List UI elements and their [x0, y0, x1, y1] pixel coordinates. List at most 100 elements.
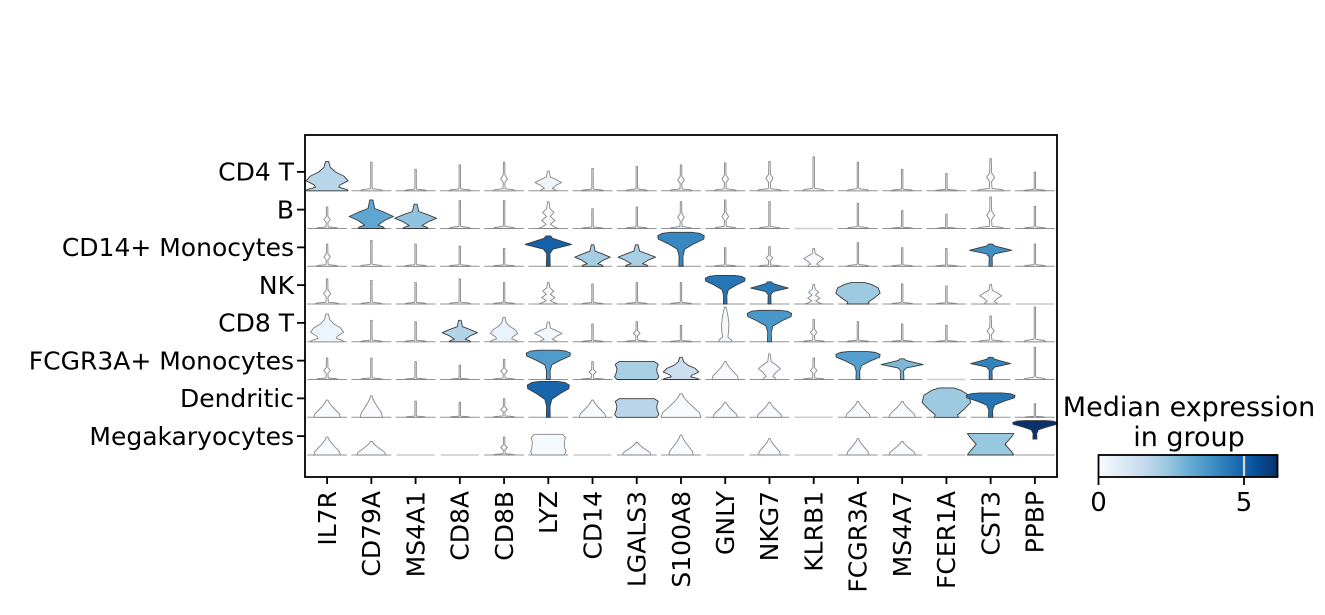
- violin: [835, 351, 881, 380]
- violin: [489, 316, 519, 343]
- violin: [315, 357, 339, 380]
- col-label: IL7R: [313, 491, 342, 546]
- violin: [310, 313, 345, 343]
- violin: [359, 279, 383, 305]
- violin: [660, 393, 702, 418]
- violin: [845, 401, 871, 418]
- violin: [534, 321, 563, 343]
- violin: [669, 201, 693, 229]
- violin: [846, 203, 870, 229]
- violin: [890, 168, 914, 192]
- violin: [625, 165, 649, 192]
- violin: [846, 438, 870, 456]
- violin: [581, 208, 605, 229]
- violin: [966, 433, 1015, 456]
- violin: [492, 436, 516, 456]
- violin: [448, 164, 472, 192]
- violin: [625, 206, 649, 229]
- violin: [492, 161, 516, 192]
- violin: [617, 244, 657, 267]
- violin: [1023, 346, 1047, 380]
- violin: [492, 200, 516, 229]
- violin: [965, 392, 1016, 418]
- row-label: CD4 T: [218, 158, 295, 187]
- violin: [579, 361, 606, 380]
- violin: [934, 324, 958, 343]
- violin: [936, 213, 957, 229]
- colorbar-gradient-bar: [1097, 454, 1279, 478]
- col-label: S100A8: [667, 491, 696, 588]
- violin: [803, 247, 825, 267]
- violin: [356, 440, 387, 456]
- violin: [921, 387, 972, 418]
- violin: [713, 247, 737, 267]
- col-label: CD8A: [446, 491, 475, 561]
- violin: [359, 395, 383, 418]
- row-label: NK: [259, 271, 295, 300]
- violin: [846, 161, 870, 192]
- violin: [581, 168, 605, 192]
- violin: [448, 200, 472, 229]
- violin-grid: [305, 156, 1058, 456]
- violin: [313, 399, 341, 418]
- col-label: MS4A7: [888, 491, 917, 577]
- violin: [846, 321, 870, 343]
- col-label: CST3: [976, 491, 1005, 556]
- violin: [537, 201, 559, 229]
- violin: [704, 274, 746, 305]
- violin: [405, 400, 426, 418]
- row-label: CD14+ Monocytes: [62, 233, 294, 262]
- col-label: NKG7: [755, 491, 784, 561]
- violin: [621, 442, 652, 456]
- violin: [492, 247, 516, 267]
- violin: [802, 156, 826, 192]
- violin: [449, 401, 471, 418]
- violin: [404, 243, 428, 267]
- violin: [802, 319, 826, 343]
- col-label: CD14: [578, 491, 607, 560]
- violin: [669, 324, 693, 343]
- violin: [934, 247, 958, 267]
- colorbar-title-line2: in group: [1133, 422, 1245, 453]
- col-label: CD8B: [490, 491, 519, 561]
- violin: [441, 319, 478, 343]
- violin: [315, 243, 339, 267]
- violin: [657, 231, 705, 267]
- violin: [979, 283, 1003, 305]
- row-label: B: [277, 195, 294, 224]
- violin: [934, 285, 958, 305]
- violin: [1023, 205, 1047, 229]
- violin: [625, 321, 649, 343]
- axis-ticks: [297, 170, 1036, 484]
- violin: [404, 168, 428, 192]
- violin: [804, 283, 824, 305]
- violin: [757, 246, 781, 267]
- violin: [718, 306, 733, 343]
- violin: [802, 357, 826, 380]
- violin: [359, 357, 383, 380]
- violin: [525, 349, 571, 380]
- violin: [846, 242, 870, 267]
- violin: [757, 438, 781, 456]
- violin: [449, 364, 471, 380]
- violin: [746, 309, 793, 343]
- violin: [574, 244, 611, 267]
- col-label: FCER1A: [932, 491, 961, 589]
- col-label: KLRB1: [799, 491, 828, 572]
- violin: [581, 323, 605, 343]
- col-label: MS4A1: [401, 491, 430, 577]
- violin: [835, 282, 881, 305]
- violin: [668, 434, 694, 456]
- violin: [888, 440, 916, 456]
- violin: [404, 282, 428, 305]
- violin: [404, 361, 428, 380]
- col-label: LYZ: [534, 491, 563, 534]
- violin: [394, 203, 438, 229]
- violin: [711, 361, 739, 380]
- violin: [890, 283, 914, 305]
- violin: [348, 199, 394, 229]
- violin: [934, 173, 958, 192]
- violin: [448, 278, 472, 305]
